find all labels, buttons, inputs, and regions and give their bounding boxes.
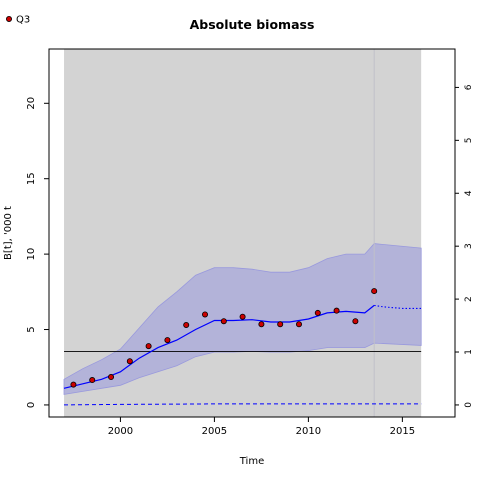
plot-area: 2000 2005 2010 2015 0 5 10 15 20 0 1 2 3 4 5 6 <box>26 48 474 437</box>
y2-tick-label: 2 <box>464 296 474 302</box>
y2-tick-label: 1 <box>464 349 474 355</box>
series-line-prediction <box>374 304 422 309</box>
data-point-q3 <box>371 288 378 295</box>
data-point-q3 <box>239 313 246 320</box>
y2-tick-label: 3 <box>464 243 474 249</box>
x-axis-label: Time <box>239 456 264 467</box>
data-point-q3 <box>295 321 302 328</box>
data-point-q3 <box>183 321 190 328</box>
legend-marker-q3 <box>6 15 12 22</box>
data-point-q3 <box>220 318 227 325</box>
x-tick-label: 2015 <box>390 426 415 437</box>
data-point-q3 <box>89 377 96 384</box>
y-axis-label: B[t], '000 t <box>3 206 14 260</box>
data-point-q3 <box>333 307 340 314</box>
data-point-q3 <box>145 343 152 350</box>
x-tick-label: 2000 <box>108 426 133 437</box>
y2-tick-label: 0 <box>464 402 474 408</box>
y-tick-label: 10 <box>26 248 37 261</box>
series-line-fishing-mortality <box>63 403 422 406</box>
data-point-q3 <box>277 321 284 328</box>
data-point-q3 <box>258 321 265 328</box>
data-point-q3 <box>70 381 77 388</box>
data-point-q3 <box>202 311 209 318</box>
data-point-q3 <box>352 318 359 325</box>
y-tick-label: 15 <box>26 172 37 185</box>
data-point-q3 <box>126 358 133 365</box>
y-tick-label: 5 <box>26 326 37 332</box>
y2-tick-label: 5 <box>464 137 474 143</box>
chart-title: Absolute biomass <box>190 17 315 32</box>
data-point-q3 <box>164 337 171 344</box>
x-tick-label: 2010 <box>296 426 321 437</box>
y2-tick-label: 6 <box>464 84 474 90</box>
legend-label-q3: Q3 <box>16 15 30 26</box>
y2-tick-label: 4 <box>464 190 474 196</box>
data-point-q3 <box>314 309 321 316</box>
y-tick-label: 0 <box>26 402 37 408</box>
y-tick-label: 20 <box>26 97 37 110</box>
plot-frame <box>48 48 456 418</box>
data-point-q3 <box>108 374 115 381</box>
x-tick-label: 2005 <box>202 426 227 437</box>
legend: Q3 <box>6 15 30 26</box>
